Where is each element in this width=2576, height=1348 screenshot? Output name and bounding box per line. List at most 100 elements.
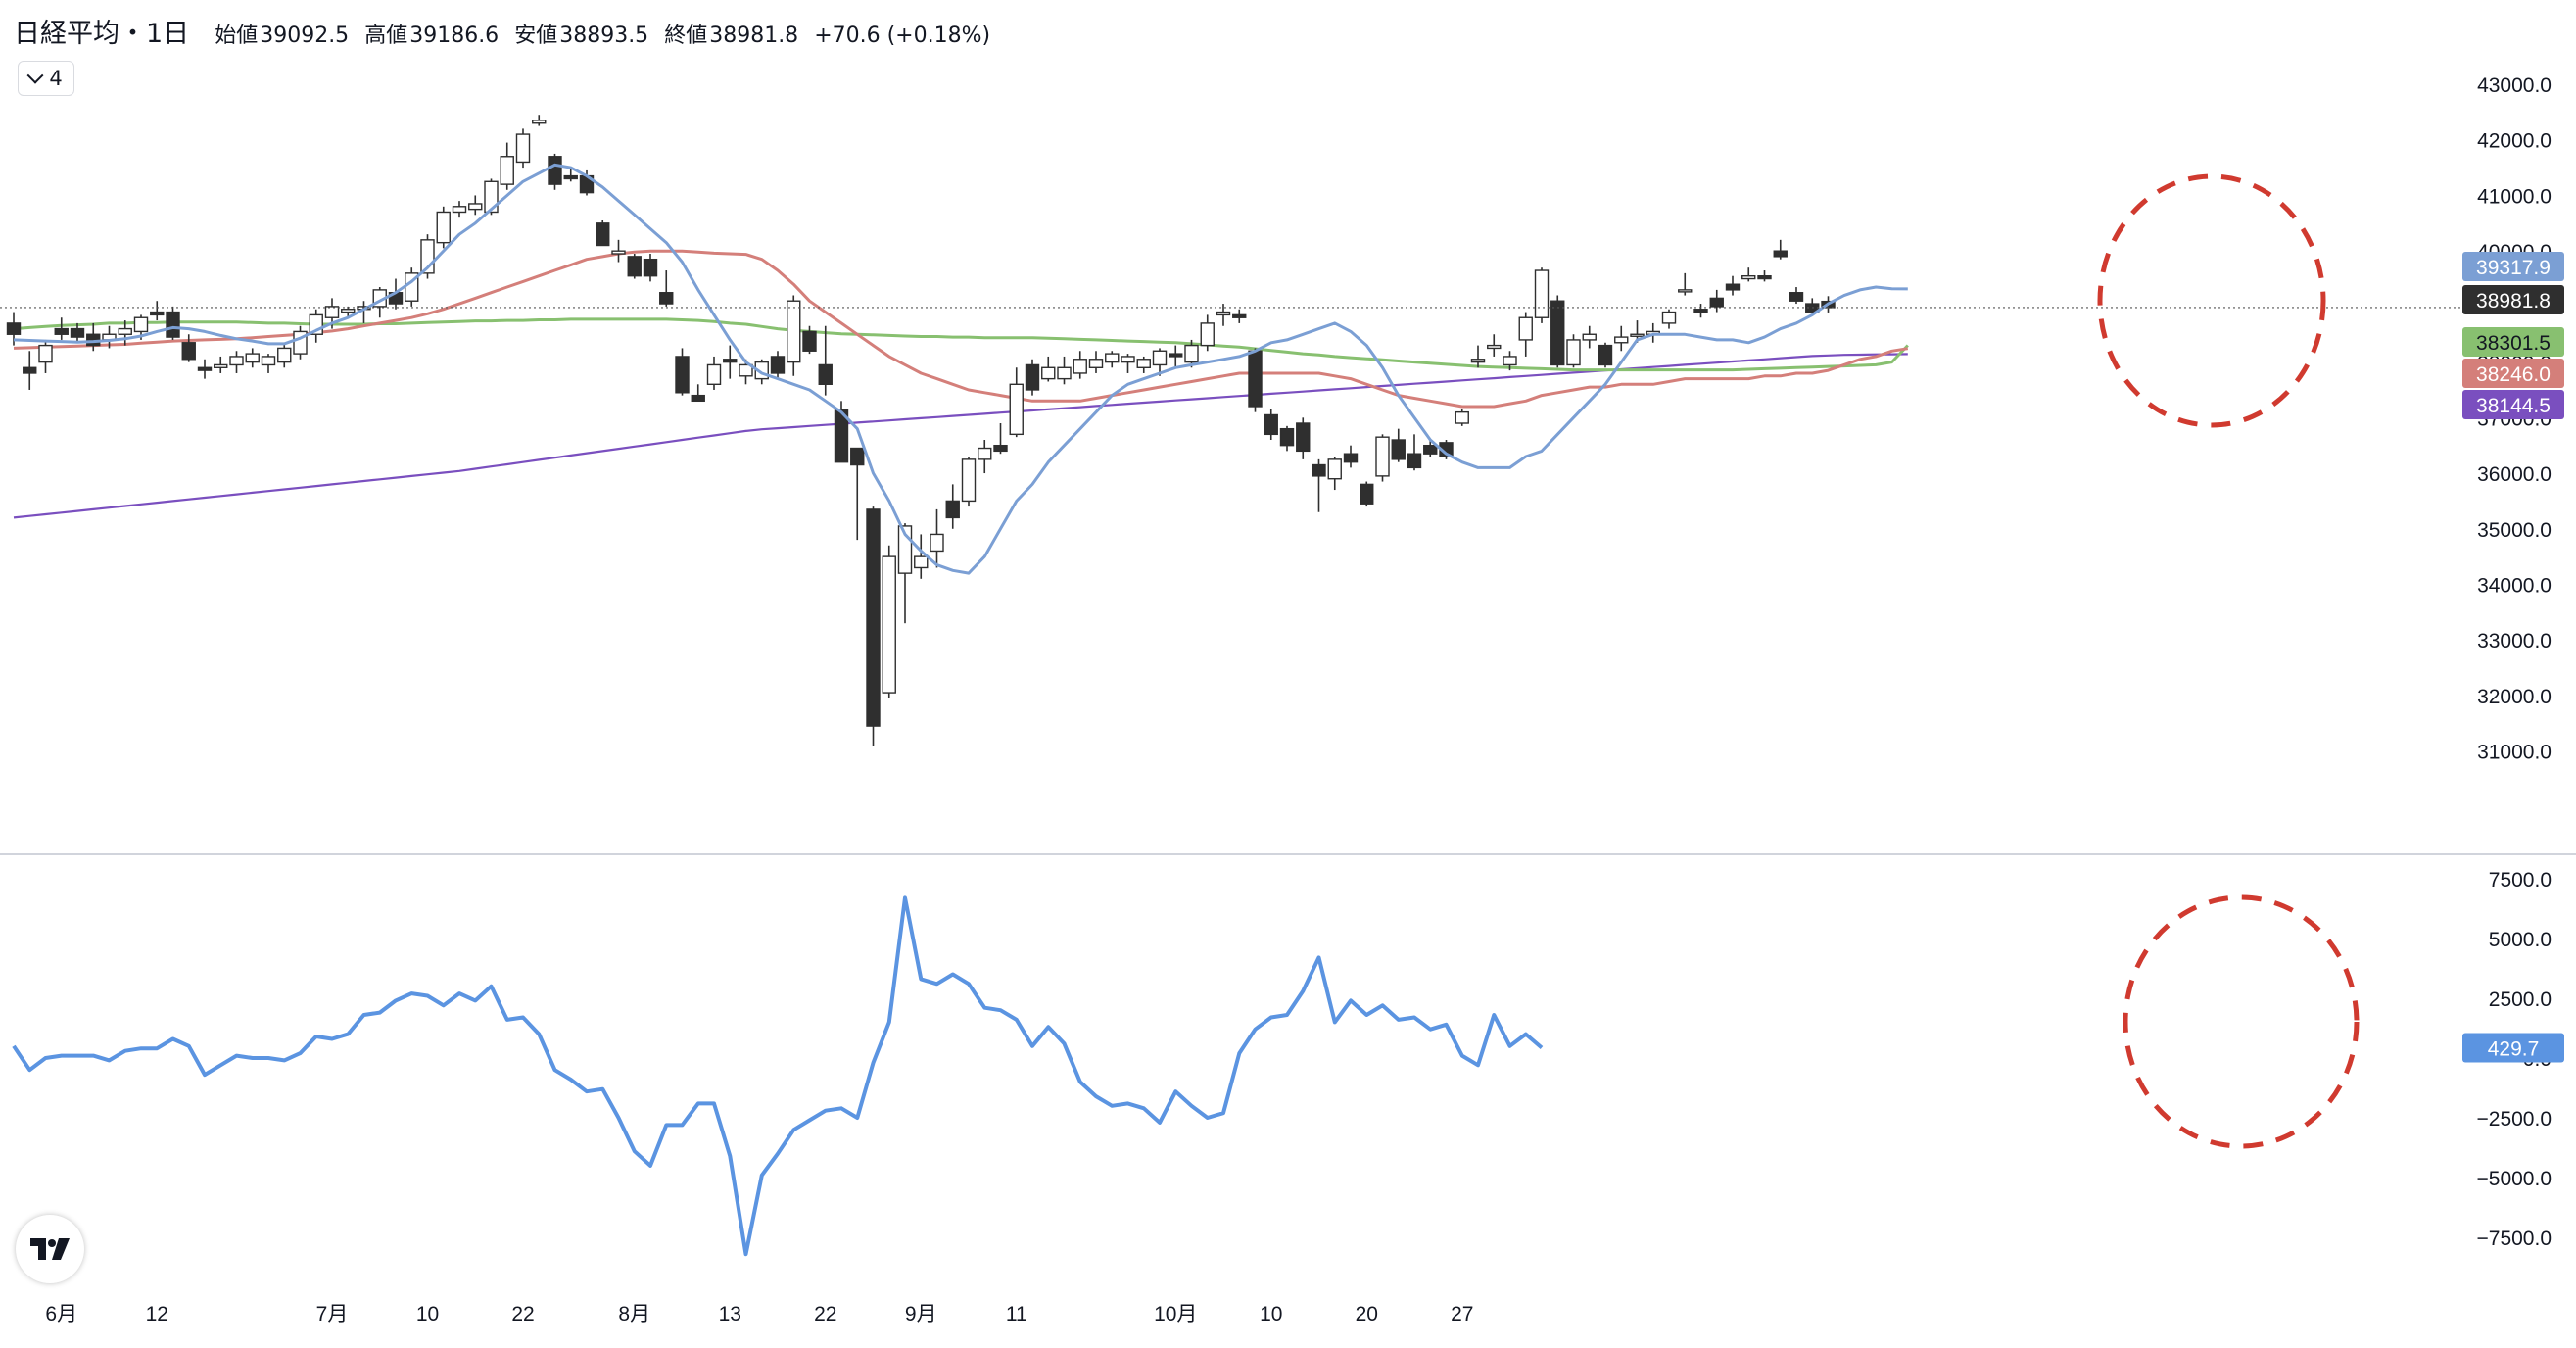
candle-up[interactable] bbox=[1200, 322, 1215, 347]
candle-down[interactable] bbox=[945, 500, 960, 519]
candle-up[interactable] bbox=[787, 300, 801, 363]
candle-up[interactable] bbox=[1661, 311, 1677, 324]
candle-down[interactable] bbox=[1025, 363, 1040, 391]
candle-up[interactable] bbox=[1518, 316, 1533, 341]
candle-down[interactable] bbox=[1169, 353, 1183, 358]
candle-up[interactable] bbox=[914, 555, 929, 569]
candle-down[interactable] bbox=[181, 342, 196, 361]
candle-up[interactable] bbox=[1184, 344, 1199, 363]
candle-up[interactable] bbox=[1375, 436, 1390, 477]
candle-up[interactable] bbox=[324, 306, 340, 318]
candle-up[interactable] bbox=[1088, 359, 1104, 368]
candle-up[interactable] bbox=[1057, 366, 1072, 380]
candle-up[interactable] bbox=[133, 316, 149, 333]
candle-up[interactable] bbox=[500, 156, 514, 185]
candle-up[interactable] bbox=[882, 555, 896, 694]
candle-down[interactable] bbox=[1598, 344, 1613, 366]
candle-up[interactable] bbox=[1152, 350, 1168, 366]
candle-up[interactable] bbox=[706, 363, 722, 385]
candle-down[interactable] bbox=[627, 256, 642, 277]
candle-down[interactable] bbox=[1709, 297, 1724, 308]
candle-down[interactable] bbox=[1360, 483, 1374, 505]
candle-up[interactable] bbox=[930, 533, 944, 553]
candle-down[interactable] bbox=[1296, 422, 1311, 453]
candle-up[interactable] bbox=[515, 133, 531, 164]
candle-up[interactable] bbox=[1534, 269, 1550, 318]
candle-down[interactable] bbox=[659, 292, 674, 305]
candle-down[interactable] bbox=[54, 327, 69, 335]
candle-down[interactable] bbox=[6, 322, 22, 335]
candle-down[interactable] bbox=[1423, 444, 1438, 455]
candle-up[interactable] bbox=[1216, 311, 1231, 316]
candle-up[interactable] bbox=[484, 180, 499, 214]
candle-up[interactable] bbox=[978, 447, 992, 460]
symbol-title[interactable]: 日経平均・1日 bbox=[14, 19, 190, 49]
candle-down[interactable] bbox=[1789, 292, 1804, 302]
candle-down[interactable] bbox=[1248, 350, 1263, 408]
candle-down[interactable] bbox=[691, 394, 705, 403]
candle-up[interactable] bbox=[1487, 344, 1502, 350]
candle-up[interactable] bbox=[261, 356, 276, 366]
candle-down[interactable] bbox=[1757, 275, 1772, 280]
candle-down[interactable] bbox=[1312, 463, 1326, 477]
candle-down[interactable] bbox=[166, 311, 180, 338]
candle-down[interactable] bbox=[1264, 413, 1278, 436]
candle-down[interactable] bbox=[23, 366, 37, 374]
candle-down[interactable] bbox=[643, 258, 658, 277]
candle-up[interactable] bbox=[452, 206, 467, 214]
candle-up[interactable] bbox=[1678, 289, 1693, 293]
candle-up[interactable] bbox=[532, 120, 547, 124]
candle-down[interactable] bbox=[675, 356, 690, 394]
candle-down[interactable] bbox=[723, 359, 738, 363]
candle-up[interactable] bbox=[1582, 333, 1597, 341]
candle-down[interactable] bbox=[818, 363, 833, 385]
candle-down[interactable] bbox=[1279, 427, 1295, 447]
candle-up[interactable] bbox=[1327, 458, 1342, 480]
candle-down[interactable] bbox=[770, 356, 786, 374]
candle-up[interactable] bbox=[214, 363, 228, 368]
candle-down[interactable] bbox=[563, 174, 578, 180]
candle-down[interactable] bbox=[596, 222, 610, 247]
candle-up[interactable] bbox=[1121, 356, 1135, 363]
candle-down[interactable] bbox=[1391, 439, 1406, 460]
tradingview-logo[interactable] bbox=[16, 1215, 84, 1283]
candle-down[interactable] bbox=[70, 327, 85, 338]
candle-up[interactable] bbox=[1455, 410, 1469, 424]
candle-down[interactable] bbox=[1232, 313, 1247, 318]
candle-down[interactable] bbox=[850, 447, 865, 466]
candle-up[interactable] bbox=[1105, 353, 1120, 363]
candle-up[interactable] bbox=[1503, 356, 1517, 366]
candle-down[interactable] bbox=[150, 311, 165, 316]
candle-down[interactable] bbox=[197, 366, 213, 371]
candle-down[interactable] bbox=[1773, 250, 1788, 258]
candle-down[interactable] bbox=[802, 330, 817, 352]
candle-up[interactable] bbox=[1136, 359, 1151, 368]
candle-down[interactable] bbox=[548, 156, 562, 185]
candle-up[interactable] bbox=[38, 344, 53, 363]
candle-down[interactable] bbox=[866, 508, 881, 727]
candle-up[interactable] bbox=[1041, 366, 1056, 380]
candle-down[interactable] bbox=[1550, 300, 1565, 366]
candle-up[interactable] bbox=[118, 327, 132, 335]
candle-up[interactable] bbox=[436, 211, 451, 244]
candle-down[interactable] bbox=[1693, 309, 1708, 313]
candle-up[interactable] bbox=[1630, 333, 1645, 337]
indicator-collapse-button[interactable]: 4 bbox=[18, 61, 74, 96]
candle-up[interactable] bbox=[961, 458, 977, 503]
candle-down[interactable] bbox=[1343, 453, 1359, 463]
candle-down[interactable] bbox=[834, 409, 849, 463]
candle-up[interactable] bbox=[739, 363, 753, 377]
candle-up[interactable] bbox=[245, 353, 260, 363]
candle-up[interactable] bbox=[1741, 275, 1756, 280]
candle-up[interactable] bbox=[468, 203, 483, 211]
candle-up[interactable] bbox=[1566, 339, 1581, 366]
candle-up[interactable] bbox=[341, 309, 356, 313]
candle-down[interactable] bbox=[993, 444, 1008, 453]
candle-up[interactable] bbox=[229, 356, 244, 366]
candle-up[interactable] bbox=[277, 347, 292, 363]
candle-up[interactable] bbox=[1073, 359, 1087, 374]
candle-down[interactable] bbox=[1407, 453, 1422, 469]
candle-up[interactable] bbox=[1614, 336, 1629, 344]
candle-down[interactable] bbox=[1725, 283, 1741, 291]
